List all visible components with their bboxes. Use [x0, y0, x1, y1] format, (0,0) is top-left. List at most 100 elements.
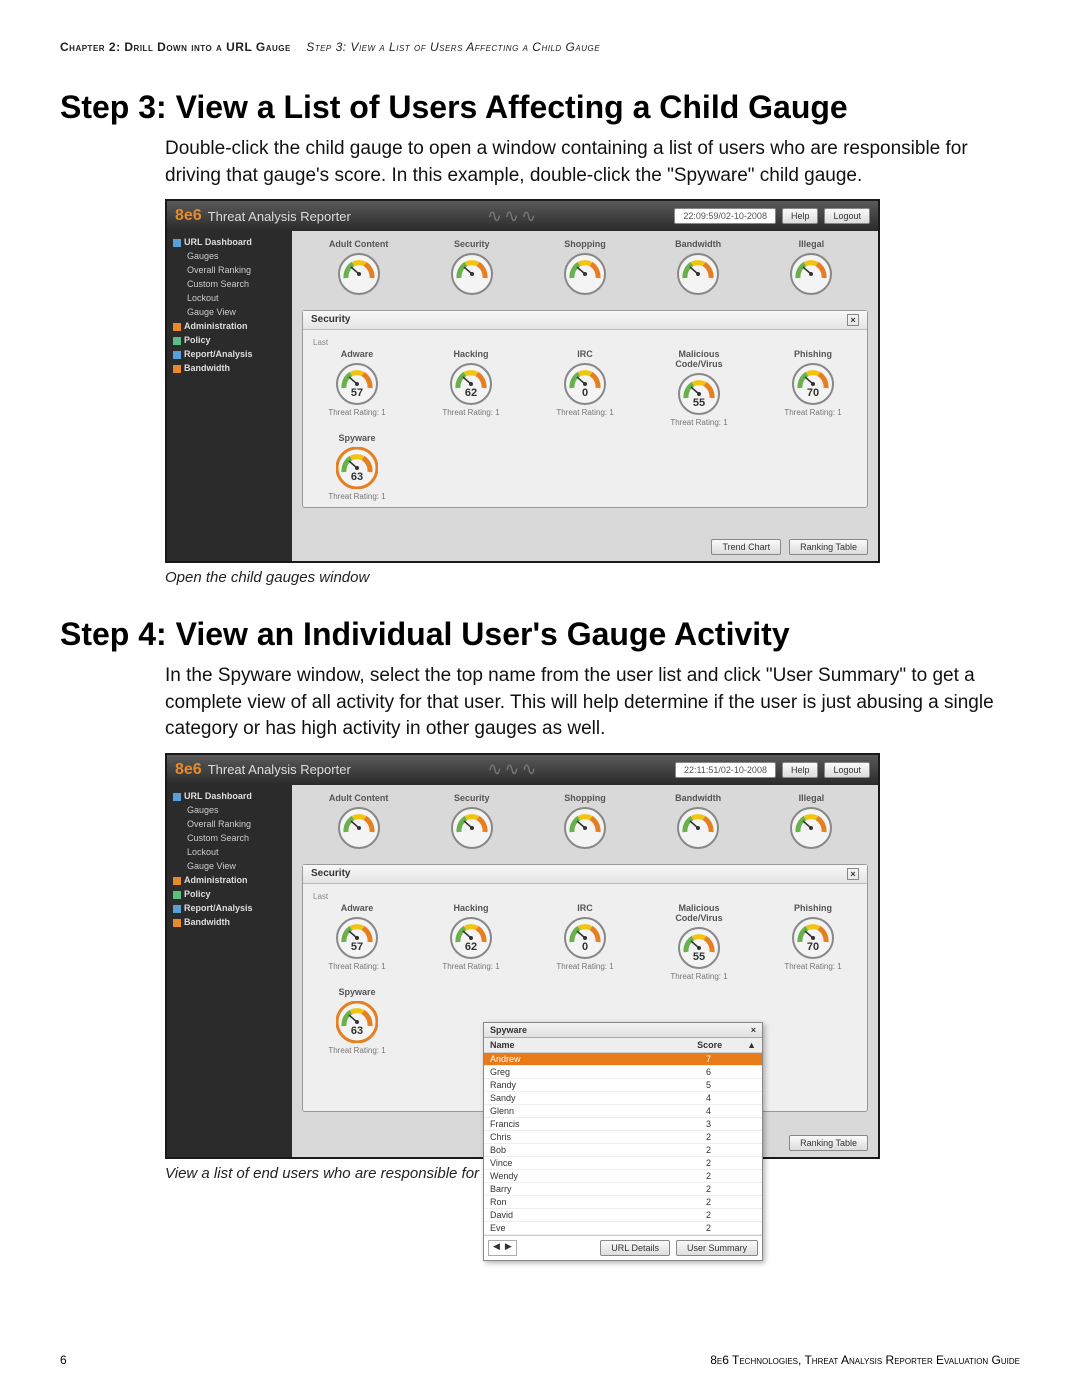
- sidebar-item[interactable]: Custom Search: [167, 277, 292, 291]
- col-name[interactable]: Name: [490, 1040, 697, 1050]
- panel-title-label: Security: [311, 314, 350, 326]
- user-row[interactable]: Bob2: [484, 1144, 762, 1157]
- user-row[interactable]: Vince2: [484, 1157, 762, 1170]
- gauge-bandwidth[interactable]: Bandwidth: [654, 239, 742, 298]
- close-icon[interactable]: ×: [847, 868, 859, 880]
- gauge-adult-content[interactable]: Adult Content: [315, 793, 403, 852]
- security-panel: Security × Last Adware57Threat Rating: 1…: [302, 310, 868, 508]
- dashboard-main: Adult Content Security Shopping Bandwidth Il…: [292, 785, 878, 1157]
- gauge-adult-content[interactable]: Adult Content: [315, 239, 403, 298]
- gauge-bandwidth[interactable]: Bandwidth: [654, 793, 742, 852]
- gauge-malicious-code-virus[interactable]: Malicious Code/Virus55Threat Rating: 1: [655, 903, 743, 981]
- breadcrumb-chapter: Chapter 2: Drill Down into a URL Gauge: [60, 40, 291, 54]
- gauge-irc[interactable]: IRC0Threat Rating: 1: [541, 349, 629, 427]
- app-logo: 8e6: [175, 761, 202, 779]
- sidebar-item[interactable]: Custom Search: [167, 831, 292, 845]
- close-icon[interactable]: ×: [847, 314, 859, 326]
- nav-arrows[interactable]: ◀ ▶: [488, 1240, 517, 1256]
- close-icon[interactable]: ×: [751, 1025, 756, 1035]
- sidebar-item[interactable]: Overall Ranking: [167, 817, 292, 831]
- top-gauge-row: Adult Content Security Shopping Bandwidth Il…: [302, 237, 868, 306]
- gauge-illegal[interactable]: Illegal: [767, 793, 855, 852]
- logout-button[interactable]: Logout: [824, 762, 870, 778]
- sidebar-url-dashboard[interactable]: URL Dashboard: [167, 789, 292, 803]
- user-row[interactable]: Sandy4: [484, 1092, 762, 1105]
- sidebar-item[interactable]: Gauge View: [167, 859, 292, 873]
- gauge-illegal[interactable]: Illegal: [767, 239, 855, 298]
- gauge-phishing[interactable]: Phishing70Threat Rating: 1: [769, 349, 857, 427]
- security-panel: Security × Last Adware57Threat Rating: 1…: [302, 864, 868, 1112]
- screenshot-1: 8e6 Threat Analysis Reporter ∿∿∿ 22:09:5…: [165, 199, 880, 563]
- breadcrumb-step: Step 3: View a List of Users Affecting a…: [306, 40, 600, 54]
- step4-title: Step 4: View an Individual User's Gauge …: [60, 616, 1020, 653]
- app-logo: 8e6: [175, 207, 202, 225]
- user-row[interactable]: Barry2: [484, 1183, 762, 1196]
- sidebar: URL Dashboard Gauges Overall Ranking Cus…: [167, 785, 292, 1157]
- gauge-irc[interactable]: IRC0Threat Rating: 1: [541, 903, 629, 981]
- sidebar-item[interactable]: Lockout: [167, 291, 292, 305]
- app-title: Threat Analysis Reporter: [208, 209, 351, 224]
- gauge-phishing[interactable]: Phishing70Threat Rating: 1: [769, 903, 857, 981]
- col-score[interactable]: Score: [697, 1040, 747, 1050]
- gauge-spyware[interactable]: Spyware63Threat Rating: 1: [313, 433, 401, 501]
- sidebar-bandwidth[interactable]: Bandwidth: [167, 361, 292, 375]
- spyware-user-list: Spyware × Name Score ▲ Andrew7Greg6Randy…: [483, 1022, 763, 1261]
- sidebar-url-dashboard[interactable]: URL Dashboard: [167, 235, 292, 249]
- ranking-table-button[interactable]: Ranking Table: [789, 1135, 868, 1151]
- help-button[interactable]: Help: [782, 762, 819, 778]
- user-row[interactable]: David2: [484, 1209, 762, 1222]
- step3-caption: Open the child gauges window: [165, 569, 1020, 586]
- sidebar-policy[interactable]: Policy: [167, 887, 292, 901]
- gauge-shopping[interactable]: Shopping: [541, 239, 629, 298]
- sidebar-item[interactable]: Gauges: [167, 249, 292, 263]
- user-row[interactable]: Greg6: [484, 1066, 762, 1079]
- logout-button[interactable]: Logout: [824, 208, 870, 224]
- ranking-table-button[interactable]: Ranking Table: [789, 539, 868, 555]
- sidebar-item[interactable]: Overall Ranking: [167, 263, 292, 277]
- page-footer: 6 8e6 Technologies, Threat Analysis Repo…: [60, 1353, 1020, 1367]
- user-row[interactable]: Randy5: [484, 1079, 762, 1092]
- user-summary-button[interactable]: User Summary: [676, 1240, 758, 1256]
- step3-body: Double-click the child gauge to open a w…: [165, 136, 1020, 189]
- help-button[interactable]: Help: [782, 208, 819, 224]
- sidebar-item[interactable]: Gauge View: [167, 305, 292, 319]
- top-gauge-row: Adult Content Security Shopping Bandwidth Il…: [302, 791, 868, 860]
- gauge-security[interactable]: Security: [428, 793, 516, 852]
- app-header: 8e6 Threat Analysis Reporter ∿∿∿ 22:11:5…: [167, 755, 878, 785]
- sidebar-item[interactable]: Gauges: [167, 803, 292, 817]
- gauge-security[interactable]: Security: [428, 239, 516, 298]
- footer-right: 8e6 Technologies, Threat Analysis Report…: [710, 1353, 1020, 1367]
- gauge-hacking[interactable]: Hacking62Threat Rating: 1: [427, 903, 515, 981]
- sidebar-admin[interactable]: Administration: [167, 319, 292, 333]
- decorative-swirl: ∿∿∿: [357, 206, 669, 227]
- sidebar-bandwidth[interactable]: Bandwidth: [167, 915, 292, 929]
- gauge-adware[interactable]: Adware57Threat Rating: 1: [313, 349, 401, 427]
- step3-title: Step 3: View a List of Users Affecting a…: [60, 89, 1020, 126]
- user-row[interactable]: Andrew7: [484, 1053, 762, 1066]
- sidebar-report[interactable]: Report/Analysis: [167, 347, 292, 361]
- security-row-1: Adware57Threat Rating: 1 Hacking62Threat …: [313, 903, 857, 981]
- sort-icon[interactable]: ▲: [747, 1040, 756, 1050]
- gauge-hacking[interactable]: Hacking62Threat Rating: 1: [427, 349, 515, 427]
- breadcrumb: Chapter 2: Drill Down into a URL Gauge S…: [60, 40, 1020, 54]
- gauge-spyware[interactable]: Spyware63Threat Rating: 1: [313, 987, 401, 1055]
- user-row[interactable]: Chris2: [484, 1131, 762, 1144]
- url-details-button[interactable]: URL Details: [600, 1240, 670, 1256]
- sidebar-item[interactable]: Lockout: [167, 845, 292, 859]
- user-row[interactable]: Eve2: [484, 1222, 762, 1235]
- user-row[interactable]: Ron2: [484, 1196, 762, 1209]
- trend-chart-button[interactable]: Trend Chart: [711, 539, 781, 555]
- app-title: Threat Analysis Reporter: [208, 762, 351, 777]
- gauge-shopping[interactable]: Shopping: [541, 793, 629, 852]
- sidebar-report[interactable]: Report/Analysis: [167, 901, 292, 915]
- user-row[interactable]: Wendy2: [484, 1170, 762, 1183]
- userlist-title: Spyware: [490, 1025, 527, 1035]
- user-row[interactable]: Francis3: [484, 1118, 762, 1131]
- gauge-adware[interactable]: Adware57Threat Rating: 1: [313, 903, 401, 981]
- screenshot-2: 8e6 Threat Analysis Reporter ∿∿∿ 22:11:5…: [165, 753, 880, 1159]
- gauge-malicious-code-virus[interactable]: Malicious Code/Virus55Threat Rating: 1: [655, 349, 743, 427]
- page-number: 6: [60, 1353, 67, 1367]
- sidebar-admin[interactable]: Administration: [167, 873, 292, 887]
- user-row[interactable]: Glenn4: [484, 1105, 762, 1118]
- sidebar-policy[interactable]: Policy: [167, 333, 292, 347]
